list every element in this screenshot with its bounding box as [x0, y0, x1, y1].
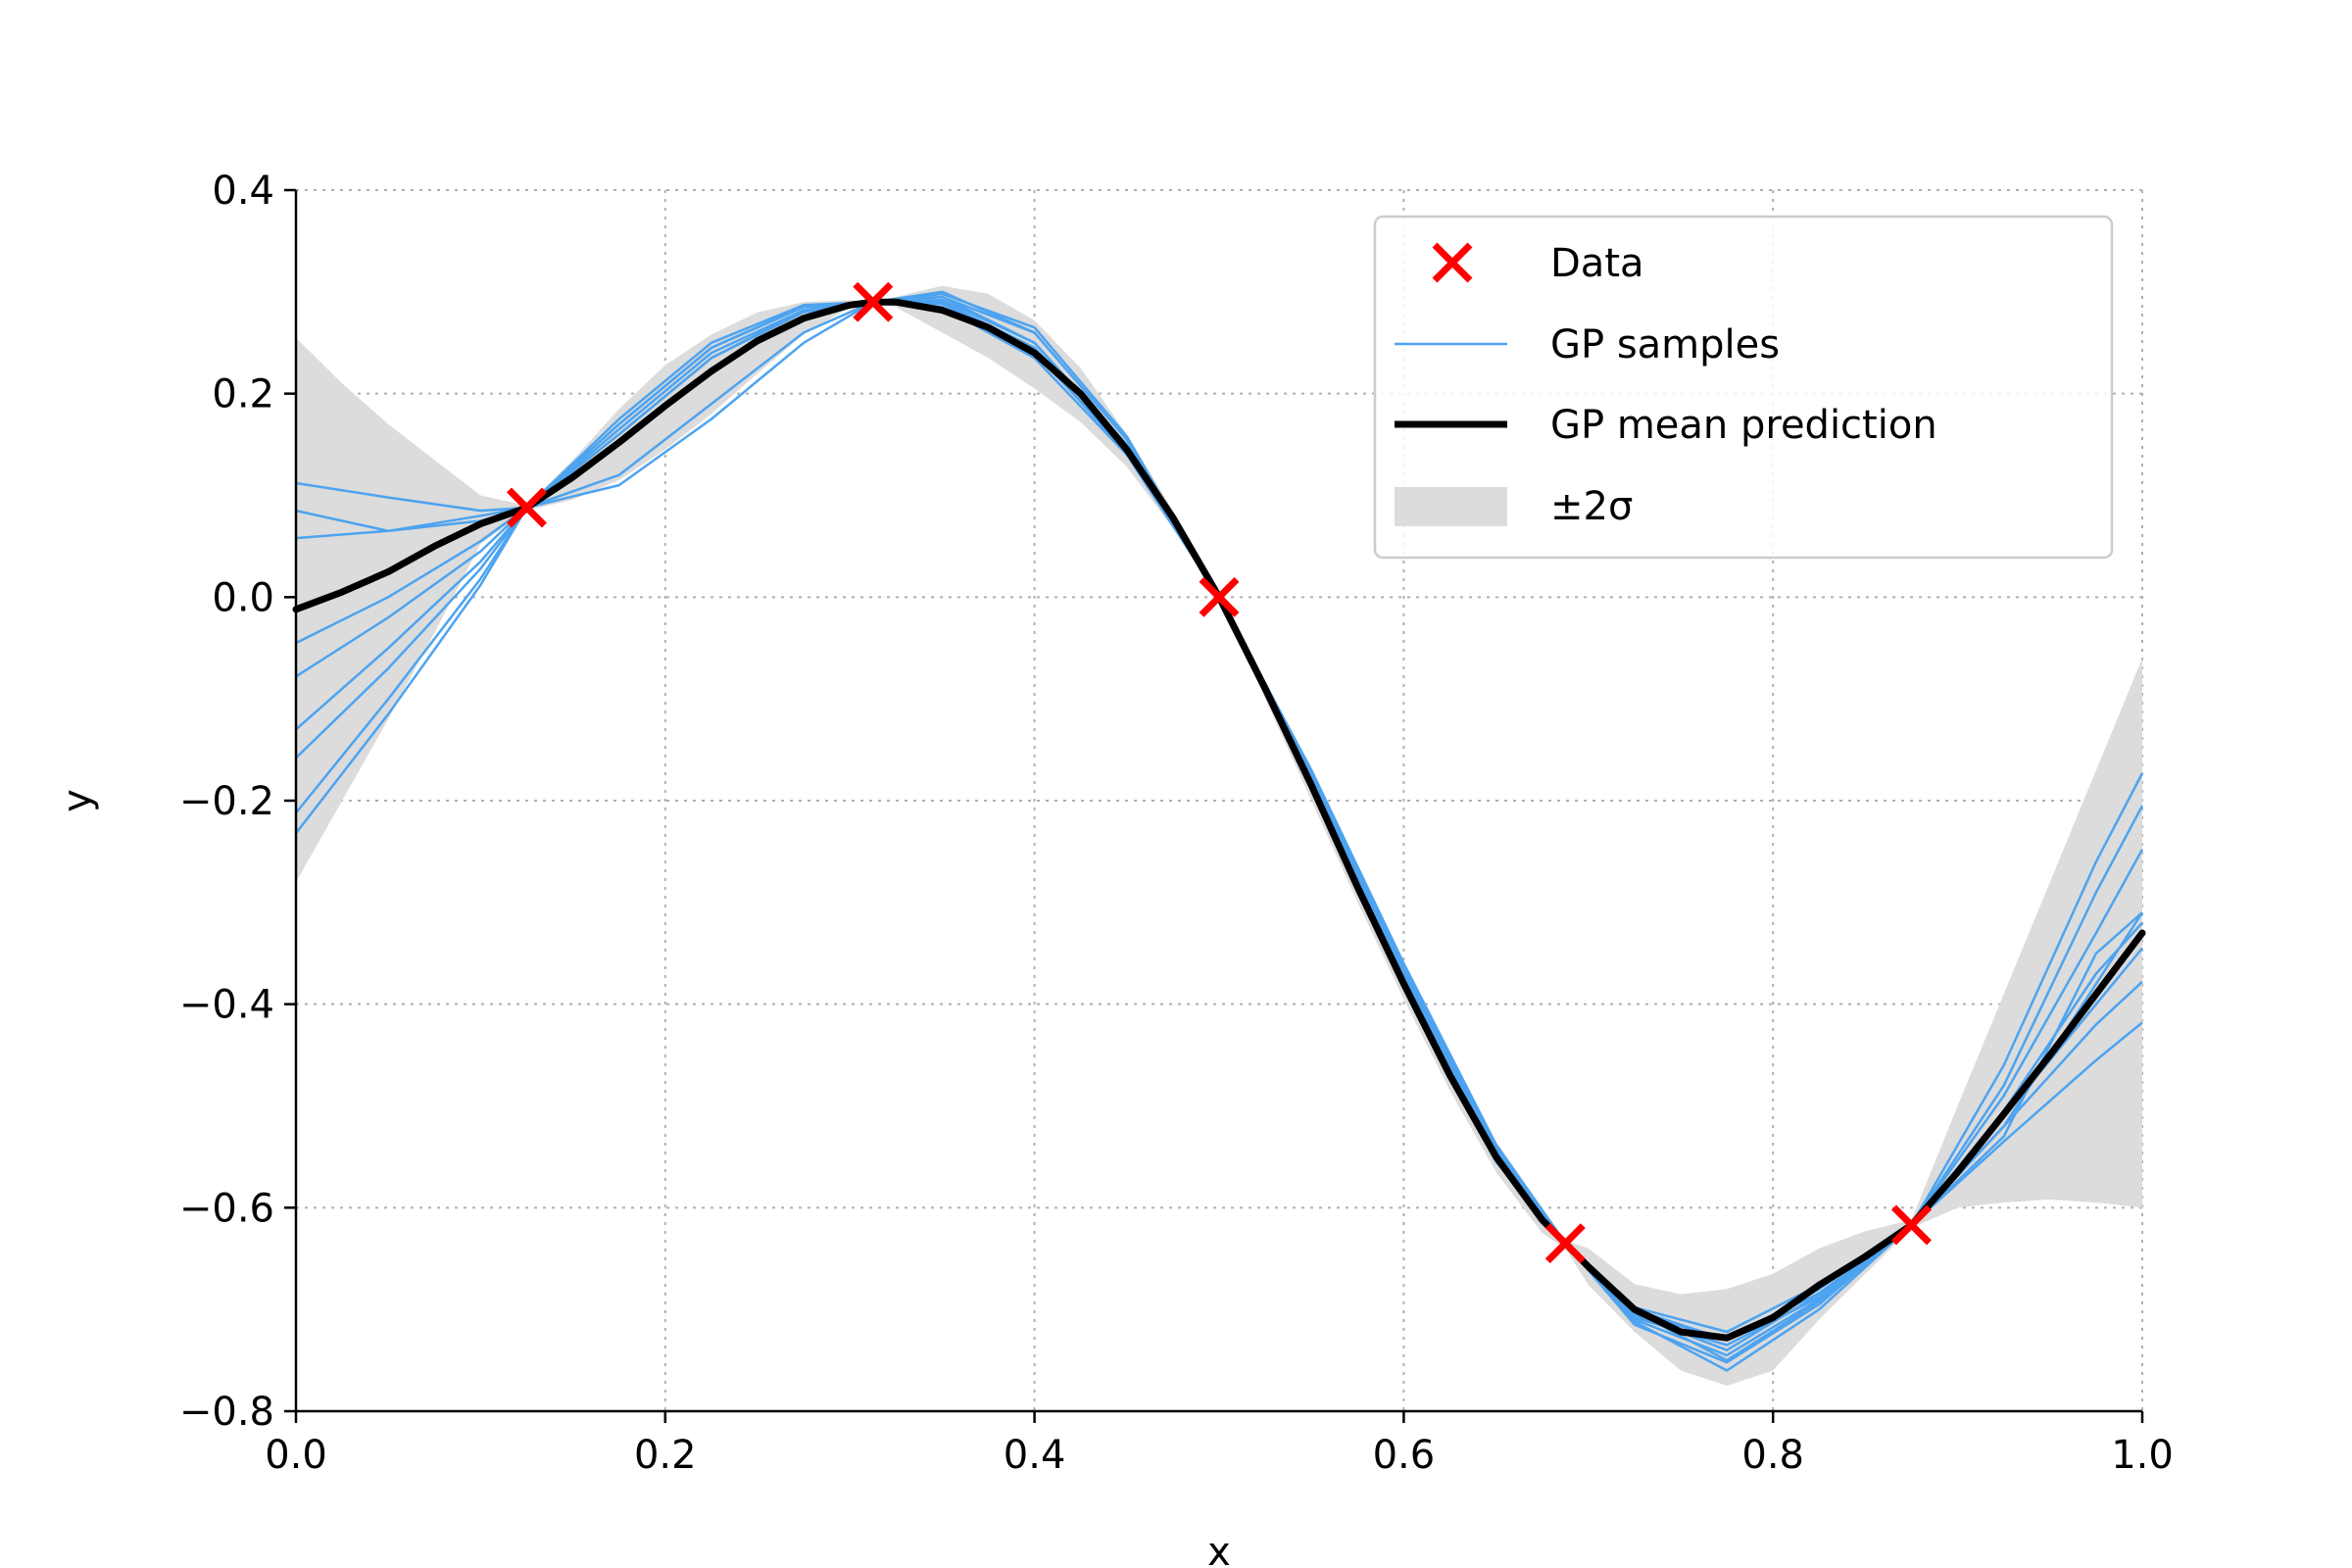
data-point-marker: [1199, 576, 1240, 617]
y-tick-label: 0.0: [212, 575, 274, 620]
legend-data-marker: [1432, 242, 1473, 283]
legend-label-band: ±2σ: [1550, 484, 1633, 529]
data-points-layer: [507, 281, 1932, 1264]
data-point-marker: [1891, 1204, 1932, 1246]
legend-band-swatch: [1395, 487, 1507, 526]
y-tick-label: −0.2: [179, 779, 274, 824]
data-point-marker: [1544, 1223, 1586, 1264]
data-point-marker: [853, 281, 894, 322]
x-axis-title: x: [1207, 1530, 1231, 1568]
x-tick-label: 0.6: [1373, 1433, 1436, 1478]
x-tick-label: 0.4: [1004, 1433, 1066, 1478]
data-point-marker: [507, 487, 547, 528]
legend-label-samples: GP samples: [1550, 322, 1780, 368]
y-tick-label: −0.4: [179, 983, 274, 1028]
x-tick-label: 0.8: [1741, 1433, 1804, 1478]
data-point-stroke: [853, 281, 894, 322]
data-point-stroke: [507, 487, 547, 528]
legend: Data GP samples GP mean prediction ±2σ: [1373, 215, 2114, 560]
x-tick-label: 1.0: [2111, 1433, 2174, 1478]
y-tick-label: −0.8: [179, 1390, 274, 1435]
data-point-stroke: [1199, 576, 1240, 617]
y-axis-title: y: [55, 789, 100, 812]
legend-label-mean: GP mean prediction: [1550, 403, 1937, 448]
legend-frame: [1373, 215, 2114, 560]
x-tick-label: 0.0: [265, 1433, 327, 1478]
y-tick-label: 0.2: [212, 372, 274, 417]
y-tick-label: −0.6: [179, 1186, 274, 1231]
data-point-stroke: [1544, 1223, 1586, 1264]
ticks: 0.0 0.2 0.4 0.6 0.8 1.0 −0.8 −0.6 −0.4 −0.2 0.0 0.2…: [179, 169, 2174, 1478]
y-tick-label: 0.4: [212, 169, 274, 214]
legend-label-data: Data: [1550, 241, 1644, 286]
data-point-stroke: [1891, 1204, 1932, 1246]
x-tick-label: 0.2: [634, 1433, 697, 1478]
